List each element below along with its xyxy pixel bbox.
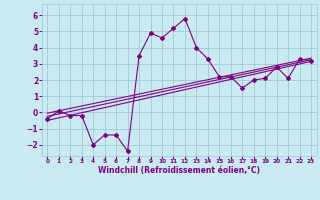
X-axis label: Windchill (Refroidissement éolien,°C): Windchill (Refroidissement éolien,°C) bbox=[98, 166, 260, 175]
